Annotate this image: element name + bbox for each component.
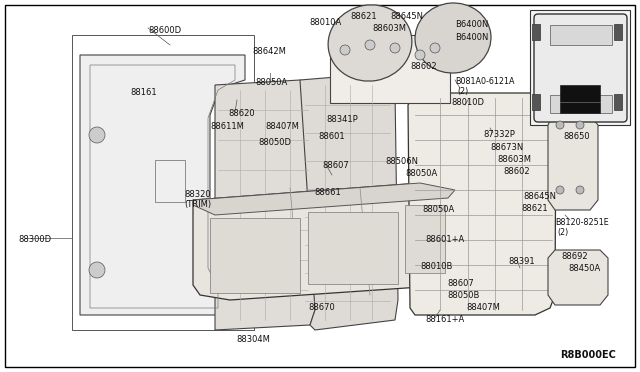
Text: 88050A: 88050A: [255, 78, 287, 87]
Text: 88161: 88161: [130, 88, 157, 97]
Text: 88607: 88607: [322, 161, 349, 170]
Text: B8120-8251E: B8120-8251E: [555, 218, 609, 227]
Text: 88670: 88670: [308, 303, 335, 312]
Text: 88506N: 88506N: [385, 157, 418, 166]
Text: (2): (2): [457, 87, 468, 96]
Ellipse shape: [89, 262, 105, 278]
Bar: [614, 24, 622, 40]
Bar: [308, 212, 398, 284]
Text: 88010D: 88010D: [451, 98, 484, 107]
Text: 88621: 88621: [521, 204, 548, 213]
Text: 88161+A: 88161+A: [425, 315, 464, 324]
Text: 88603M: 88603M: [497, 155, 531, 164]
Polygon shape: [300, 73, 398, 330]
Text: 88621: 88621: [350, 12, 376, 21]
Text: 88010A: 88010A: [309, 18, 341, 27]
Bar: [550, 95, 612, 113]
Ellipse shape: [556, 186, 564, 194]
Text: 88010B: 88010B: [420, 262, 452, 271]
Text: 88620: 88620: [228, 109, 255, 118]
Bar: [530, 10, 630, 125]
Text: 88611M: 88611M: [210, 122, 244, 131]
Ellipse shape: [576, 121, 584, 129]
Polygon shape: [193, 183, 455, 215]
Bar: [614, 94, 622, 110]
Text: 88407M: 88407M: [265, 122, 299, 131]
Text: B081A0-6121A: B081A0-6121A: [455, 77, 515, 86]
Ellipse shape: [365, 40, 375, 50]
Text: 88603M: 88603M: [372, 24, 406, 33]
Text: 88407M: 88407M: [466, 303, 500, 312]
Polygon shape: [548, 250, 608, 305]
Ellipse shape: [576, 186, 584, 194]
Text: 87332P: 87332P: [483, 130, 515, 139]
Text: 88300D: 88300D: [18, 235, 51, 244]
Text: 88050A: 88050A: [405, 169, 437, 178]
Text: 88645N: 88645N: [523, 192, 556, 201]
Polygon shape: [80, 55, 245, 315]
Text: 88692: 88692: [561, 252, 588, 261]
Ellipse shape: [89, 127, 105, 143]
Polygon shape: [215, 80, 315, 330]
Text: 88320: 88320: [184, 190, 211, 199]
Ellipse shape: [328, 5, 412, 81]
FancyBboxPatch shape: [534, 14, 627, 122]
Text: (2): (2): [557, 228, 568, 237]
Text: 88450A: 88450A: [568, 264, 600, 273]
Text: 88600D: 88600D: [148, 26, 181, 35]
Bar: [532, 24, 540, 40]
Text: 88050D: 88050D: [258, 138, 291, 147]
Text: B6400N: B6400N: [455, 20, 488, 29]
Bar: [560, 85, 600, 113]
Ellipse shape: [340, 45, 350, 55]
Bar: [330, 35, 450, 103]
Ellipse shape: [430, 43, 440, 53]
Polygon shape: [408, 93, 556, 315]
Ellipse shape: [415, 3, 491, 73]
Ellipse shape: [390, 43, 400, 53]
Bar: [155, 160, 185, 202]
Text: 88601+A: 88601+A: [425, 235, 464, 244]
Bar: [532, 94, 540, 110]
Text: 88050B: 88050B: [447, 291, 479, 300]
Ellipse shape: [556, 121, 564, 129]
Polygon shape: [193, 183, 455, 300]
Text: 88673N: 88673N: [490, 143, 524, 152]
Bar: [210, 218, 300, 293]
Text: 88661: 88661: [314, 188, 340, 197]
Text: 88602: 88602: [503, 167, 530, 176]
Text: R8B000EC: R8B000EC: [560, 350, 616, 360]
Text: 88650: 88650: [563, 132, 589, 141]
Text: 88607: 88607: [447, 279, 474, 288]
Bar: [550, 25, 612, 45]
Polygon shape: [548, 115, 598, 210]
Text: 88601: 88601: [318, 132, 344, 141]
Text: 88341P: 88341P: [326, 115, 358, 124]
Bar: [72, 35, 254, 330]
Text: 88642M: 88642M: [252, 47, 286, 56]
Text: 88050A: 88050A: [422, 205, 454, 214]
Text: (TRIM): (TRIM): [184, 200, 211, 209]
Text: B6400N: B6400N: [455, 33, 488, 42]
Text: 88391: 88391: [508, 257, 534, 266]
Text: 88602: 88602: [410, 62, 436, 71]
Text: 88645N: 88645N: [390, 12, 423, 21]
Ellipse shape: [415, 50, 425, 60]
Text: 88304M: 88304M: [236, 335, 270, 344]
Bar: [405, 205, 445, 273]
